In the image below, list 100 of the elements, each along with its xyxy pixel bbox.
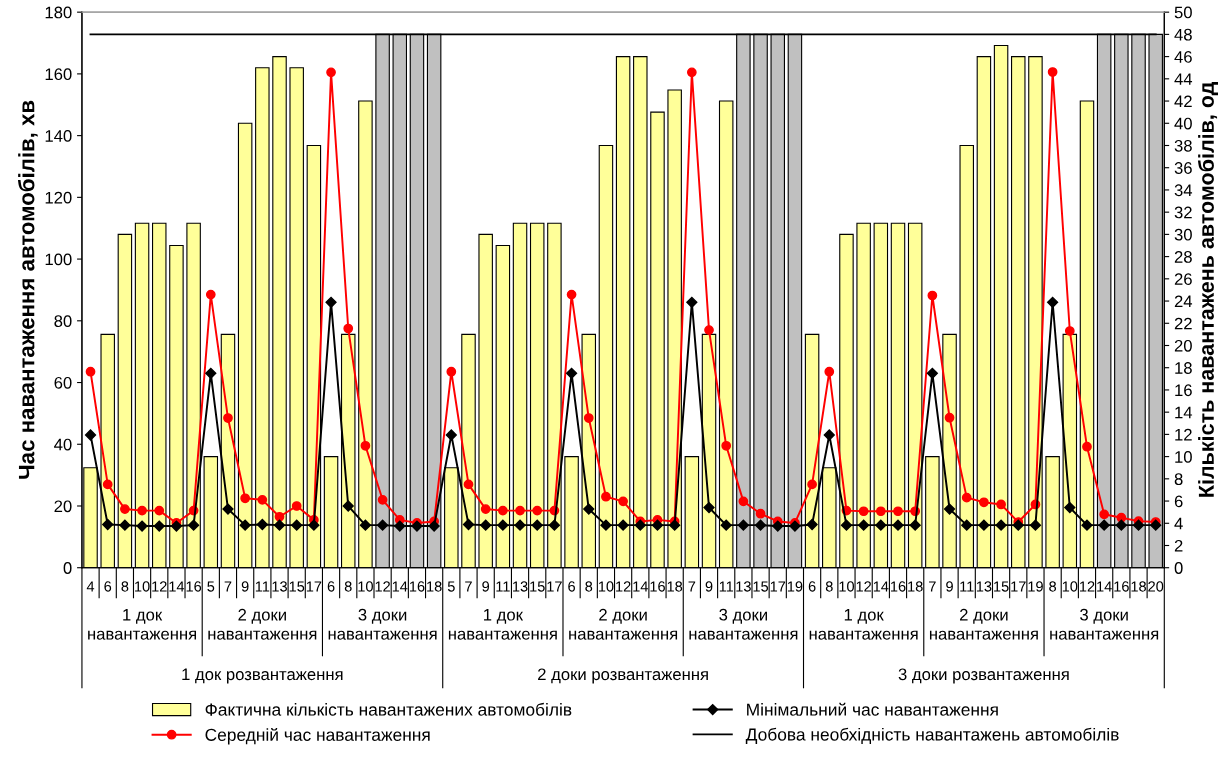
x-tick-label: 16 bbox=[186, 581, 202, 592]
x-tick-label: 20 bbox=[1148, 581, 1164, 592]
legend-label: Мінімальний час навантаження bbox=[747, 702, 998, 716]
legend-label: Фактична кількість навантажених автомобілів bbox=[205, 702, 572, 716]
x-tick-label: 13 bbox=[513, 581, 528, 592]
x-tick-label: 4 bbox=[86, 581, 95, 592]
y2-tick-label: 16 bbox=[1175, 384, 1192, 397]
y2-axis-title: Кількість навантажень автомобілів, од bbox=[1197, 82, 1219, 497]
x-tick-label: 17 bbox=[306, 581, 322, 592]
x-tick-label: 16 bbox=[1114, 581, 1129, 592]
x-tick-label: 14 bbox=[633, 581, 648, 592]
x-tick-label: 10 bbox=[135, 581, 150, 592]
x-tick-label: 12 bbox=[375, 581, 390, 592]
text: 2 доки навантаження bbox=[569, 608, 678, 640]
x-tick-label: 10 bbox=[598, 581, 614, 592]
x-tick-label: 15 bbox=[753, 581, 769, 592]
x-tick-label: 9 bbox=[482, 581, 490, 592]
x-tick-label: 8 bbox=[585, 581, 593, 592]
legend-label: Середній час навантаження bbox=[205, 727, 430, 745]
x-tick-label: 12 bbox=[616, 581, 631, 592]
text: 3 доки навантаження bbox=[328, 608, 437, 640]
x-tick-label: 18 bbox=[427, 581, 442, 592]
y2-tick-label: 20 bbox=[1174, 339, 1192, 352]
x-tick-label: 13 bbox=[272, 581, 287, 592]
y2-tick-label: 18 bbox=[1175, 362, 1192, 374]
y-tick-label: 100 bbox=[45, 253, 72, 266]
x-tick-label: 16 bbox=[650, 581, 665, 592]
text: 1 док навантаження bbox=[88, 608, 197, 640]
x-tick-label: 18 bbox=[908, 581, 923, 592]
y-tick-label: 160 bbox=[45, 68, 72, 81]
text: 1 док розвантаження bbox=[182, 668, 343, 684]
x-tick-label: 12 bbox=[1079, 581, 1095, 592]
x-tick-label: 9 bbox=[946, 581, 953, 592]
x-tick-label: 15 bbox=[530, 581, 545, 592]
x-tick-label: 14 bbox=[1097, 581, 1112, 592]
y-axis-title: Час навантаження автомобілів, хв bbox=[17, 100, 38, 479]
x-tick-label: 12 bbox=[856, 581, 872, 592]
x-tick-label: 8 bbox=[344, 581, 352, 592]
y-tick-label: 0 bbox=[63, 562, 72, 574]
y2-tick-label: 50 bbox=[1174, 6, 1192, 19]
x-tick-label: 17 bbox=[1011, 581, 1026, 592]
x-tick-label: 14 bbox=[873, 581, 889, 592]
x-tick-label: 19 bbox=[1028, 581, 1043, 592]
y2-tick-label: 36 bbox=[1174, 162, 1192, 174]
x-tick-label: 7 bbox=[465, 581, 472, 592]
x-tick-label: 6 bbox=[808, 581, 816, 592]
x-tick-label: 15 bbox=[994, 581, 1009, 592]
x-tick-label: 15 bbox=[289, 581, 305, 592]
x-tick-label: 13 bbox=[976, 581, 992, 592]
text: 3 доки навантаження bbox=[689, 608, 798, 640]
y-tick-label: 140 bbox=[45, 130, 72, 142]
x-tick-label: 18 bbox=[667, 581, 683, 592]
x-tick-label: 12 bbox=[152, 581, 167, 592]
y2-tick-label: 24 bbox=[1174, 295, 1193, 308]
x-tick-label: 14 bbox=[392, 581, 408, 592]
text: 2 доки розвантаження bbox=[538, 668, 708, 684]
x-tick-label: 10 bbox=[1062, 581, 1078, 592]
y2-tick-label: 32 bbox=[1174, 206, 1192, 219]
y2-tick-label: 12 bbox=[1175, 428, 1192, 441]
x-tick-label: 17 bbox=[770, 581, 786, 592]
y-tick-label: 120 bbox=[45, 191, 72, 204]
x-tick-label: 5 bbox=[207, 581, 215, 592]
y2-tick-label: 4 bbox=[1174, 517, 1183, 530]
y-tick-label: 40 bbox=[54, 438, 72, 451]
text: 2 доки навантаження bbox=[208, 608, 317, 640]
y-tick-label: 80 bbox=[54, 315, 72, 328]
y-tick-label: 20 bbox=[54, 500, 72, 513]
y2-tick-label: 28 bbox=[1174, 251, 1192, 263]
x-tick-label: 16 bbox=[891, 581, 906, 592]
y2-tick-label: 22 bbox=[1174, 317, 1192, 330]
y2-tick-label: 26 bbox=[1174, 273, 1192, 286]
x-tick-label: 8 bbox=[121, 581, 129, 592]
x-tick-label: 11 bbox=[496, 581, 510, 592]
text: 1 док навантаження bbox=[448, 608, 557, 640]
x-tick-label: 11 bbox=[719, 581, 734, 592]
x-tick-label: 6 bbox=[104, 581, 112, 592]
y-tick-label: 180 bbox=[45, 6, 72, 19]
x-tick-label: 10 bbox=[839, 581, 854, 592]
y2-tick-label: 10 bbox=[1175, 451, 1192, 463]
x-tick-label: 9 bbox=[241, 581, 249, 592]
x-tick-label: 13 bbox=[736, 581, 751, 592]
x-tick-label: 6 bbox=[327, 581, 335, 592]
x-tick-label: 7 bbox=[688, 581, 696, 592]
x-tick-label: 17 bbox=[547, 581, 562, 592]
text: 3 доки навантаження bbox=[1050, 608, 1159, 640]
y2-tick-label: 42 bbox=[1174, 95, 1192, 108]
x-tick-label: 18 bbox=[1131, 581, 1146, 592]
y2-tick-label: 40 bbox=[1174, 117, 1192, 130]
y2-tick-label: 44 bbox=[1174, 73, 1193, 85]
x-tick-label: 14 bbox=[169, 581, 185, 592]
x-tick-label: 11 bbox=[960, 581, 974, 592]
y2-tick-label: 38 bbox=[1174, 139, 1192, 152]
x-tick-label: 8 bbox=[825, 581, 833, 592]
y2-tick-label: 6 bbox=[1174, 495, 1183, 508]
y2-tick-label: 0 bbox=[1174, 562, 1183, 574]
y-tick-label: 60 bbox=[54, 376, 72, 389]
text: 3 доки розвантаження bbox=[898, 668, 1069, 684]
x-tick-label: 8 bbox=[1049, 581, 1057, 592]
x-tick-label: 16 bbox=[409, 581, 425, 592]
x-tick-label: 10 bbox=[358, 581, 373, 592]
